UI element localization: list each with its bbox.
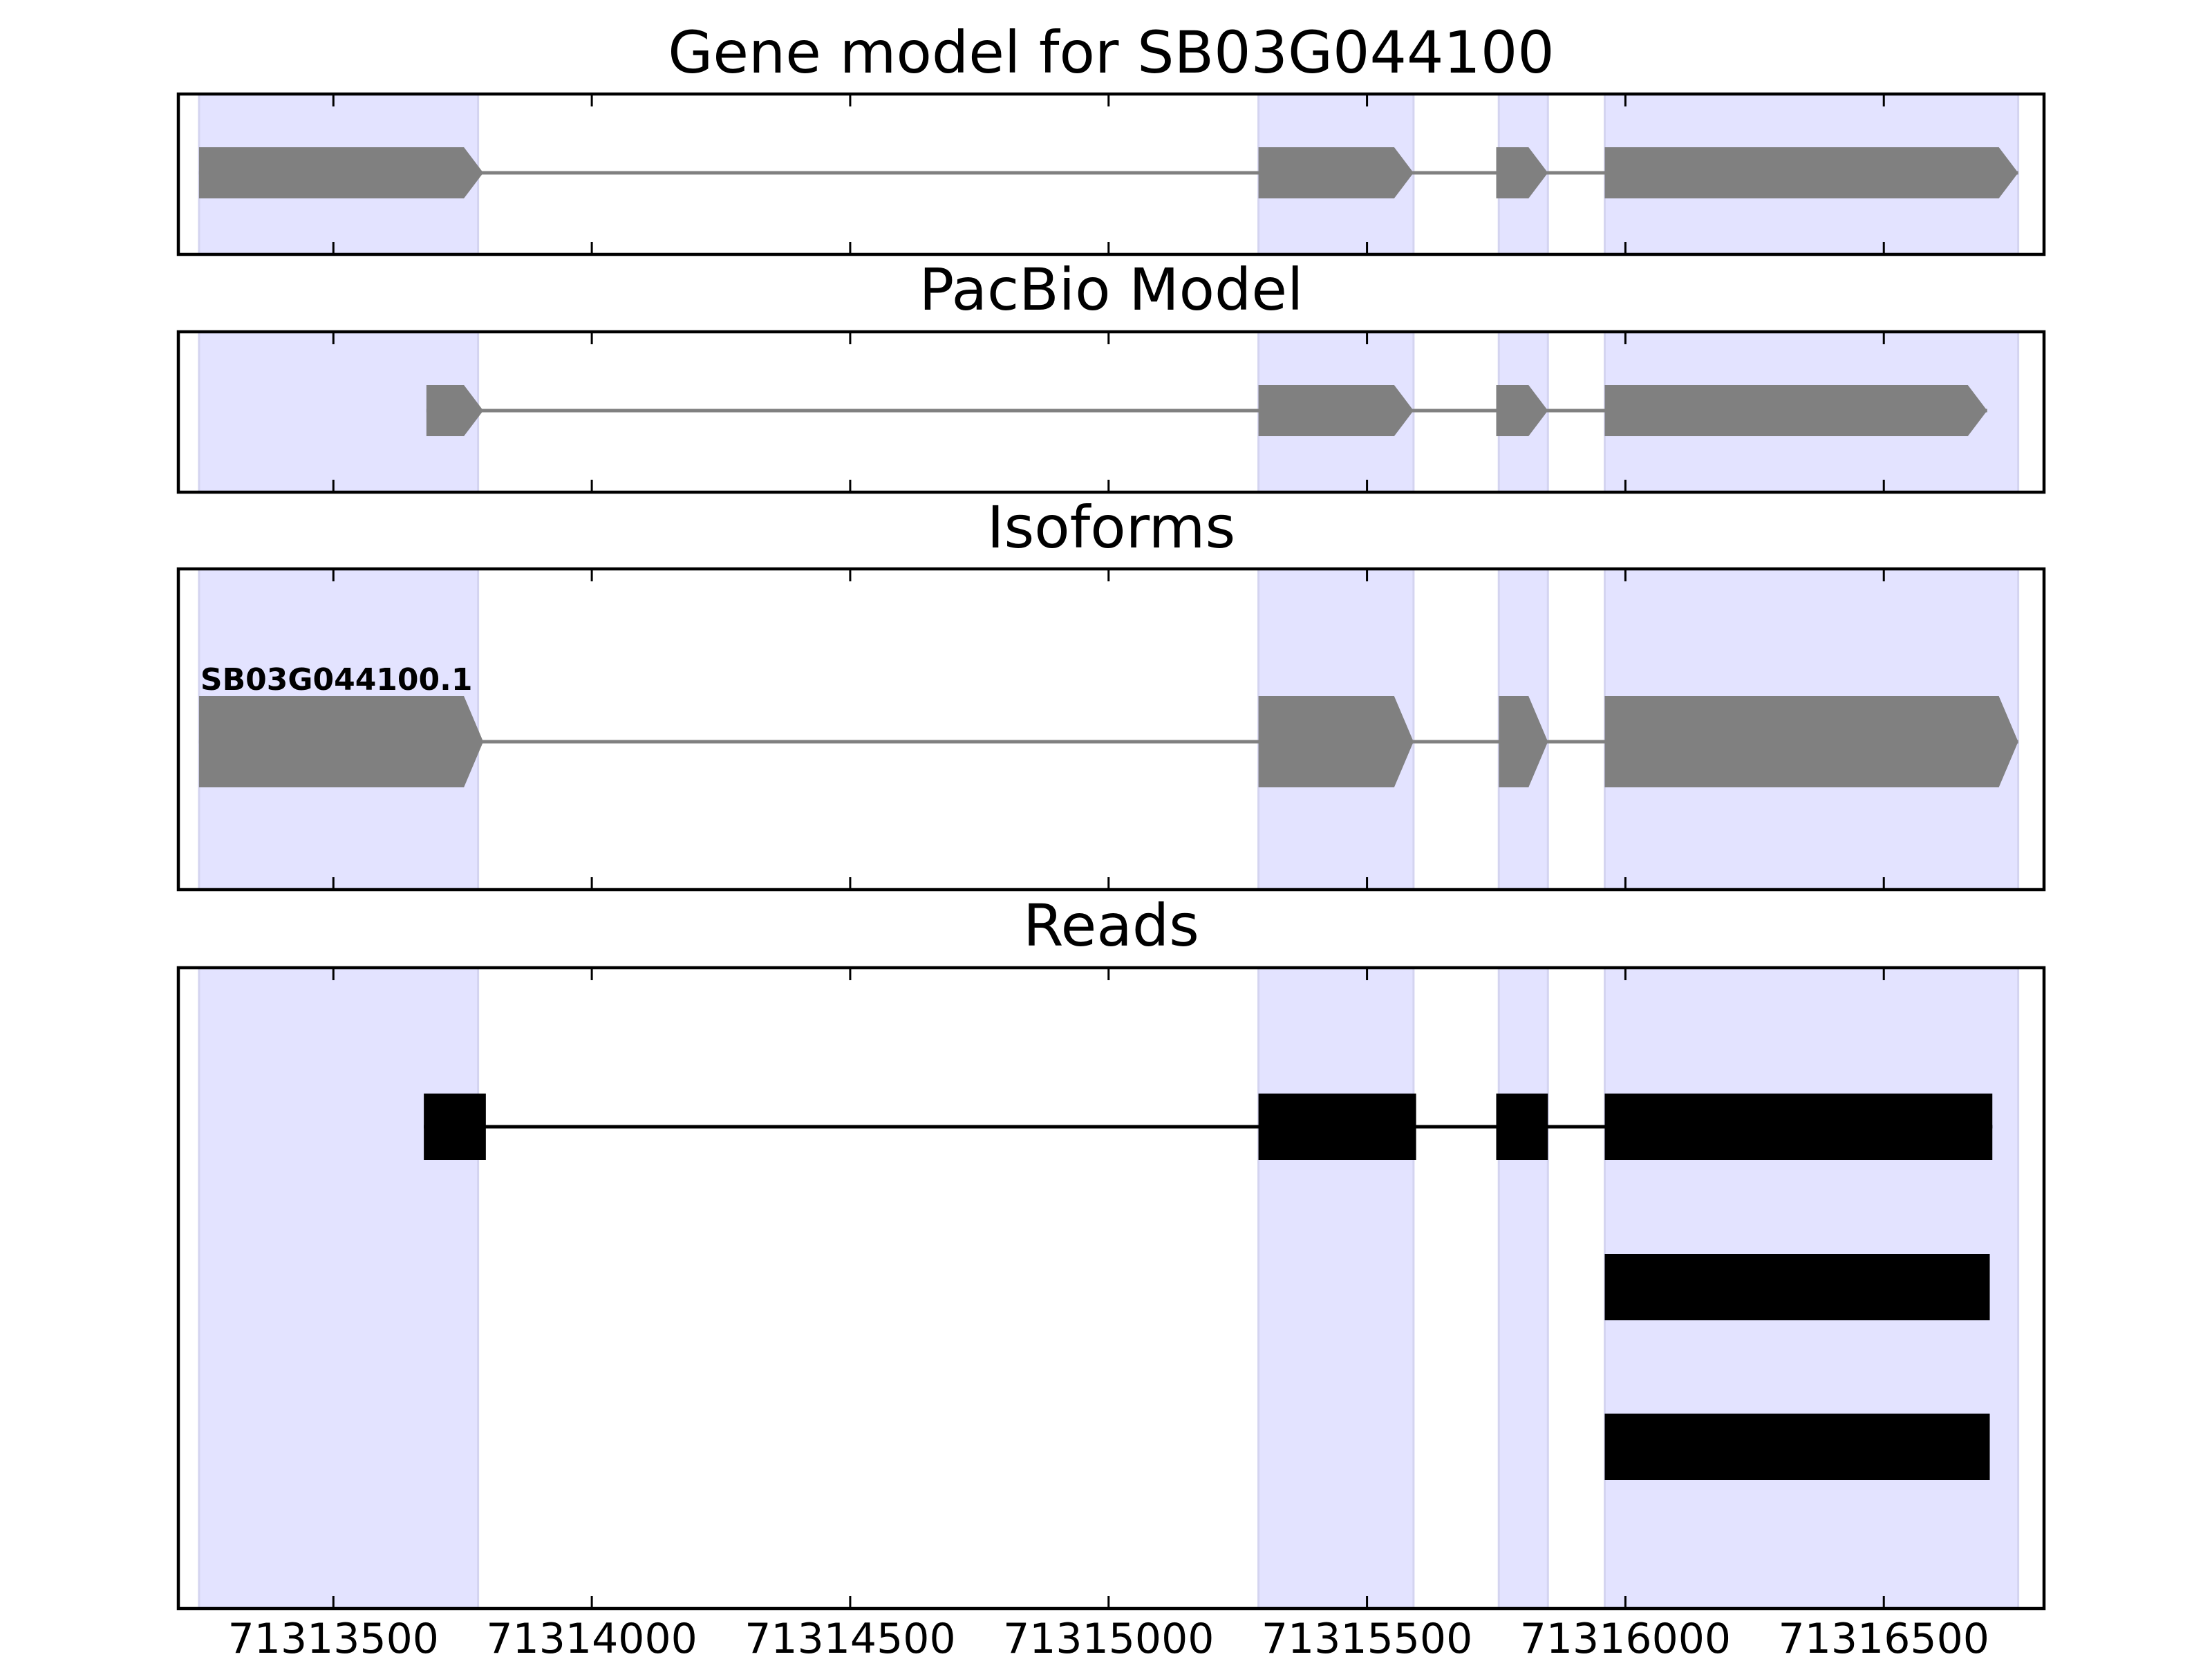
- read-1-exon-1: [424, 1094, 486, 1160]
- isoforms-isoform-1-exon-3: [1499, 696, 1548, 787]
- gene-model-panel: Gene model for SB03G044100: [176, 19, 2046, 256]
- pacbio-model-exon-3: [1496, 385, 1548, 436]
- x-tick-label: 71314500: [744, 1615, 955, 1659]
- isoforms-frame: [176, 567, 2046, 892]
- isoforms-title: Isoforms: [987, 494, 1236, 561]
- pacbio-model-exon-2: [1258, 385, 1414, 436]
- gene-model-frame: [176, 92, 2046, 256]
- read-3-exon-1: [1604, 1414, 1990, 1480]
- reads-panel: Reads: [176, 892, 2046, 1611]
- reads-shaded-region-3: [1497, 966, 1549, 1610]
- pacbio-model-exon-4: [1604, 385, 1987, 436]
- x-tick-label: 71316000: [1520, 1615, 1731, 1659]
- reads-shaded-region-2: [1257, 966, 1415, 1610]
- reads-frame: [176, 966, 2046, 1611]
- reads-title: Reads: [1023, 892, 1199, 959]
- pacbio-model-title: PacBio Model: [919, 256, 1304, 324]
- read-2-exon-1: [1604, 1254, 1990, 1320]
- x-tick-label: 71313500: [228, 1615, 439, 1659]
- gene-model-exon-4: [1604, 147, 2018, 198]
- reads-shaded-region-1: [198, 966, 480, 1610]
- isoform-label: SB03G044100.1: [200, 662, 473, 697]
- panels-layer: Gene model for SB03G044100 PacBio Model Is…: [176, 19, 2046, 1659]
- x-tick-label: 71314000: [486, 1615, 697, 1659]
- gene-model-exon-2: [1258, 147, 1414, 198]
- gene-model-title: Gene model for SB03G044100: [668, 19, 1554, 86]
- x-tick-label: 71315500: [1262, 1615, 1472, 1659]
- pacbio-model-panel: PacBio Model: [176, 256, 2046, 494]
- isoforms-isoform-1-exon-4: [1604, 696, 2018, 787]
- x-tick-label: 71315000: [1003, 1615, 1214, 1659]
- isoforms-isoform-1-exon-1: [198, 696, 484, 787]
- pacbio-model-exon-1: [426, 385, 484, 436]
- gene-model-exon-1: [198, 147, 484, 198]
- x-tick-label: 71316500: [1779, 1615, 1989, 1659]
- read-1-exon-2: [1258, 1094, 1416, 1160]
- gene-model-exon-3: [1496, 147, 1548, 198]
- read-1-exon-3: [1496, 1094, 1548, 1160]
- pacbio-model-frame: [176, 330, 2046, 494]
- read-1-exon-4: [1604, 1094, 1993, 1160]
- isoforms-panel: Isoforms SB03G044100.1: [176, 494, 2046, 892]
- isoforms-isoform-1-exon-2: [1258, 696, 1414, 787]
